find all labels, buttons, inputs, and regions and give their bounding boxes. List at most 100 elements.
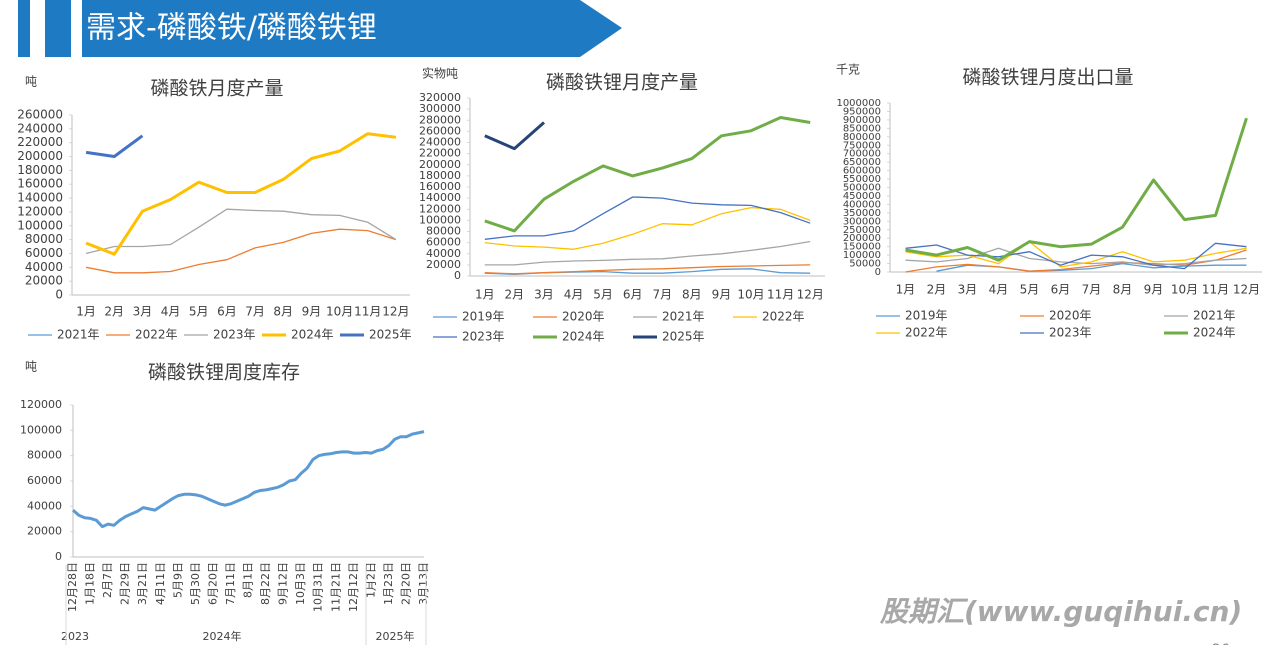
series-line xyxy=(484,264,811,275)
series-line xyxy=(484,196,811,240)
y-tick-label: 180000 xyxy=(17,163,63,177)
y-tick-label: 120000 xyxy=(419,202,461,215)
y-tick-label: 320000 xyxy=(419,91,461,104)
x-tick-label: 2月29日 xyxy=(119,562,132,605)
x-tick-label: 2月 xyxy=(104,305,124,319)
x-tick-label: 7月11日 xyxy=(224,562,237,605)
series-line xyxy=(85,208,397,255)
x-tick-label: 2月20日 xyxy=(399,562,412,605)
y-tick-label: 80000 xyxy=(426,225,461,238)
y-tick-label: 750000 xyxy=(843,140,881,151)
y-tick-label: 80000 xyxy=(27,449,62,462)
axis-unit: 实物吨 xyxy=(422,66,458,81)
series-line xyxy=(905,117,1248,262)
y-tick-label: 60000 xyxy=(426,236,461,249)
x-tick-label: 1月 xyxy=(896,283,916,297)
y-tick-label: 450000 xyxy=(843,191,881,202)
series-line xyxy=(72,430,425,529)
axis-unit: 吨 xyxy=(25,360,37,374)
x-tick-label: 1月18日 xyxy=(84,562,97,605)
x-group-label: 2025年 xyxy=(376,629,415,643)
chart-title: 磷酸铁锂月度出口量 xyxy=(962,67,1133,89)
y-tick-label: 200000 xyxy=(419,158,461,171)
y-tick-label: 120000 xyxy=(20,398,62,411)
x-tick-label: 10月 xyxy=(326,305,353,319)
legend-label: 2019年 xyxy=(905,309,948,323)
series-line xyxy=(905,242,1247,270)
legend-label: 2020年 xyxy=(562,310,605,324)
x-tick-label: 8月22日 xyxy=(259,562,272,605)
y-tick-label: 800000 xyxy=(843,132,881,143)
y-tick-label: 240000 xyxy=(419,136,461,149)
legend-label: 2022年 xyxy=(905,326,948,340)
x-tick-label: 1月2日 xyxy=(364,562,377,598)
y-tick-label: 140000 xyxy=(419,191,461,204)
x-group-label: 2024年 xyxy=(203,629,242,643)
legend-label: 2023年 xyxy=(1049,326,1092,340)
series-line xyxy=(905,247,1247,266)
x-tick-label: 6月 xyxy=(623,288,643,302)
series-line xyxy=(905,240,1247,268)
series-line xyxy=(484,206,811,250)
x-tick-label: 8月 xyxy=(273,305,293,319)
x-tick-label: 8月 xyxy=(1113,283,1133,297)
y-tick-label: 1000000 xyxy=(836,98,881,109)
y-tick-label: 950000 xyxy=(843,106,881,117)
y-tick-label: 40000 xyxy=(27,499,62,512)
x-tick-label: 9月 xyxy=(1144,283,1164,297)
y-tick-label: 150000 xyxy=(843,242,881,253)
x-tick-label: 12月 xyxy=(1233,283,1260,297)
chart-title: 磷酸铁锂月度产量 xyxy=(546,72,698,94)
x-tick-label: 5月30日 xyxy=(189,562,202,605)
y-tick-label: 600000 xyxy=(843,166,881,177)
y-tick-label: 260000 xyxy=(17,108,63,122)
legend-label: 2023年 xyxy=(213,328,256,342)
y-tick-label: 220000 xyxy=(419,147,461,160)
y-tick-label: 400000 xyxy=(843,199,881,210)
series-line xyxy=(85,132,397,256)
y-tick-label: 0 xyxy=(454,269,461,282)
x-tick-label: 4月 xyxy=(564,288,584,302)
y-tick-label: 80000 xyxy=(25,232,63,246)
x-tick-label: 12月 xyxy=(382,305,409,319)
x-tick-label: 4月 xyxy=(989,283,1009,297)
legend-label: 2025年 xyxy=(369,328,412,342)
x-tick-label: 5月 xyxy=(1020,283,1040,297)
legend-label: 2021年 xyxy=(57,328,100,342)
x-tick-label: 4月 xyxy=(161,305,181,319)
y-tick-label: 100000 xyxy=(17,218,63,232)
x-tick-label: 11月21日 xyxy=(329,562,342,612)
y-tick-label: 200000 xyxy=(17,149,63,163)
chart-title: 磷酸铁锂周度库存 xyxy=(148,362,300,384)
x-tick-label: 10月3日 xyxy=(294,562,307,605)
y-tick-label: 100000 xyxy=(20,423,62,436)
x-tick-label: 4月11日 xyxy=(154,562,167,605)
legend-label: 2022年 xyxy=(762,310,805,324)
series-line xyxy=(85,134,144,158)
x-tick-label: 1月23日 xyxy=(382,562,395,605)
y-tick-label: 300000 xyxy=(419,102,461,115)
y-tick-label: 240000 xyxy=(17,121,63,135)
y-tick-label: 650000 xyxy=(843,157,881,168)
y-tick-label: 850000 xyxy=(843,123,881,134)
y-tick-label: 160000 xyxy=(17,177,63,191)
x-tick-label: 11月 xyxy=(767,288,794,302)
series-line xyxy=(484,121,545,151)
x-tick-label: 6月 xyxy=(217,305,237,319)
y-tick-label: 120000 xyxy=(17,204,63,218)
y-tick-label: 60000 xyxy=(27,474,62,487)
x-tick-label: 6月 xyxy=(1051,283,1071,297)
legend-label: 2024年 xyxy=(1193,326,1236,340)
x-tick-label: 3月21日 xyxy=(136,562,149,605)
x-tick-label: 11月 xyxy=(1202,283,1229,297)
x-tick-label: 5月 xyxy=(189,305,209,319)
legend-label: 2019年 xyxy=(462,310,505,324)
x-tick-label: 12月12日 xyxy=(347,562,360,612)
x-tick-label: 3月 xyxy=(534,288,554,302)
y-tick-label: 20000 xyxy=(27,525,62,538)
x-tick-label: 3月 xyxy=(958,283,978,297)
series-line xyxy=(484,240,811,266)
y-tick-label: 0 xyxy=(55,288,63,302)
chart-title: 磷酸铁月度产量 xyxy=(150,78,283,100)
